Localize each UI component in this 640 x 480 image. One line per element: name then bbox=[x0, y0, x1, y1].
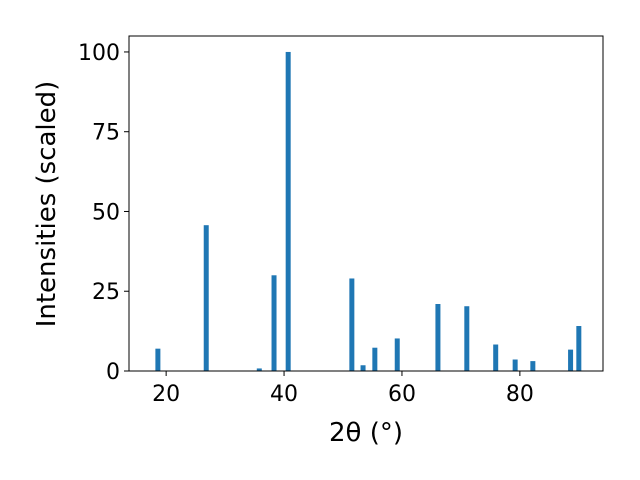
bar bbox=[435, 304, 441, 371]
bar bbox=[512, 359, 518, 371]
bar bbox=[203, 225, 209, 371]
y-tick-label: 100 bbox=[78, 41, 120, 66]
x-tick-label: 20 bbox=[152, 382, 180, 407]
x-tick-label: 40 bbox=[270, 382, 298, 407]
bar bbox=[464, 306, 470, 371]
x-tick-label: 80 bbox=[506, 382, 534, 407]
bar bbox=[576, 326, 582, 371]
bar bbox=[155, 348, 161, 371]
bar bbox=[568, 349, 574, 371]
bar bbox=[394, 338, 400, 371]
x-axis-label: 2θ (°) bbox=[329, 418, 403, 448]
bar bbox=[530, 361, 536, 371]
y-axis-label: Intensities (scaled) bbox=[32, 81, 62, 328]
y-tick-label: 0 bbox=[106, 360, 120, 385]
bar bbox=[271, 275, 277, 371]
bar bbox=[285, 51, 291, 371]
y-tick-label: 50 bbox=[92, 200, 120, 225]
y-tick-label: 75 bbox=[92, 121, 120, 146]
bar bbox=[256, 368, 262, 371]
y-tick-label: 25 bbox=[92, 280, 120, 305]
bar bbox=[372, 347, 378, 371]
x-tick-label: 60 bbox=[388, 382, 416, 407]
bar bbox=[360, 365, 366, 371]
bar bbox=[349, 278, 355, 371]
plot-frame bbox=[128, 35, 604, 372]
bar bbox=[493, 344, 499, 371]
